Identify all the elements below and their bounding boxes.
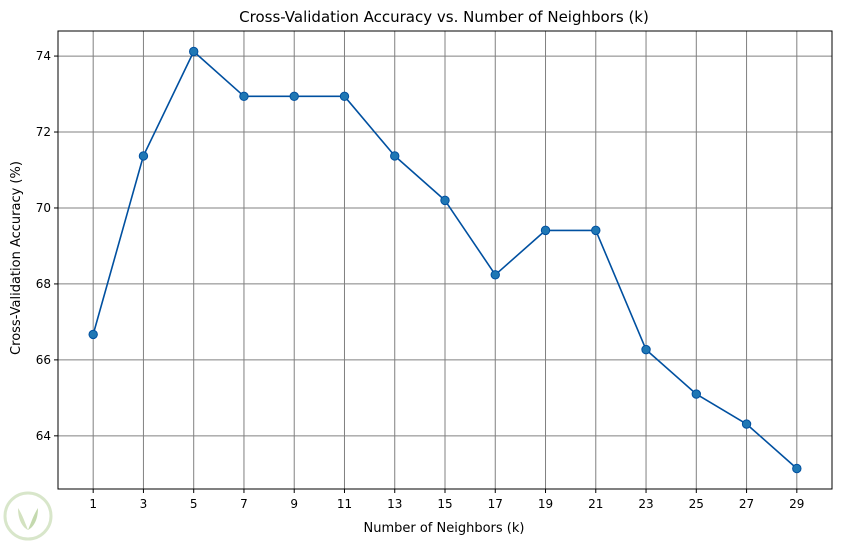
data-point [138,151,149,161]
x-tick-label: 27 [739,497,754,511]
x-tick-label: 9 [290,497,298,511]
data-point [339,91,350,102]
data-point [189,46,199,57]
x-tick-label: 1 [89,497,97,511]
x-tick-label: 15 [437,497,452,511]
x-tick-label: 13 [387,497,402,511]
axes [54,30,833,493]
y-tick-label: 74 [36,49,51,63]
data-point [239,91,249,102]
series-accuracy [88,46,802,474]
x-tick-label: 29 [789,497,804,511]
y-tick-label: 70 [36,201,51,215]
data-point [741,419,752,429]
data-point [792,463,802,474]
data-point [490,270,500,280]
chart-title: Cross-Validation Accuracy vs. Number of … [239,8,649,26]
x-axis-label: Number of Neighbors (k) [364,521,525,536]
y-tick-label: 64 [36,429,51,443]
x-tick-label: 17 [488,497,503,511]
x-tick-label: 5 [190,497,198,511]
data-point [289,91,299,102]
x-tick-label: 7 [240,497,248,511]
data-point [440,195,450,206]
data-point [88,329,98,340]
x-tick-label: 3 [140,497,148,511]
data-point [591,225,601,236]
x-tick-label: 11 [337,497,352,511]
x-tick-label: 23 [638,497,653,511]
leaf-logo-icon [3,491,53,541]
y-tick-label: 68 [36,277,51,291]
data-point [641,344,651,355]
data-point [390,151,400,161]
data-point [691,389,701,399]
data-point [540,225,551,236]
y-tick-label: 72 [36,125,51,139]
grid-lines [58,31,832,489]
y-tick-label: 66 [36,353,51,367]
y-axis-label: Cross-Validation Accuracy (%) [9,161,24,355]
x-tick-label: 25 [689,497,704,511]
x-tick-label: 19 [538,497,553,511]
x-tick-label: 21 [588,497,603,511]
